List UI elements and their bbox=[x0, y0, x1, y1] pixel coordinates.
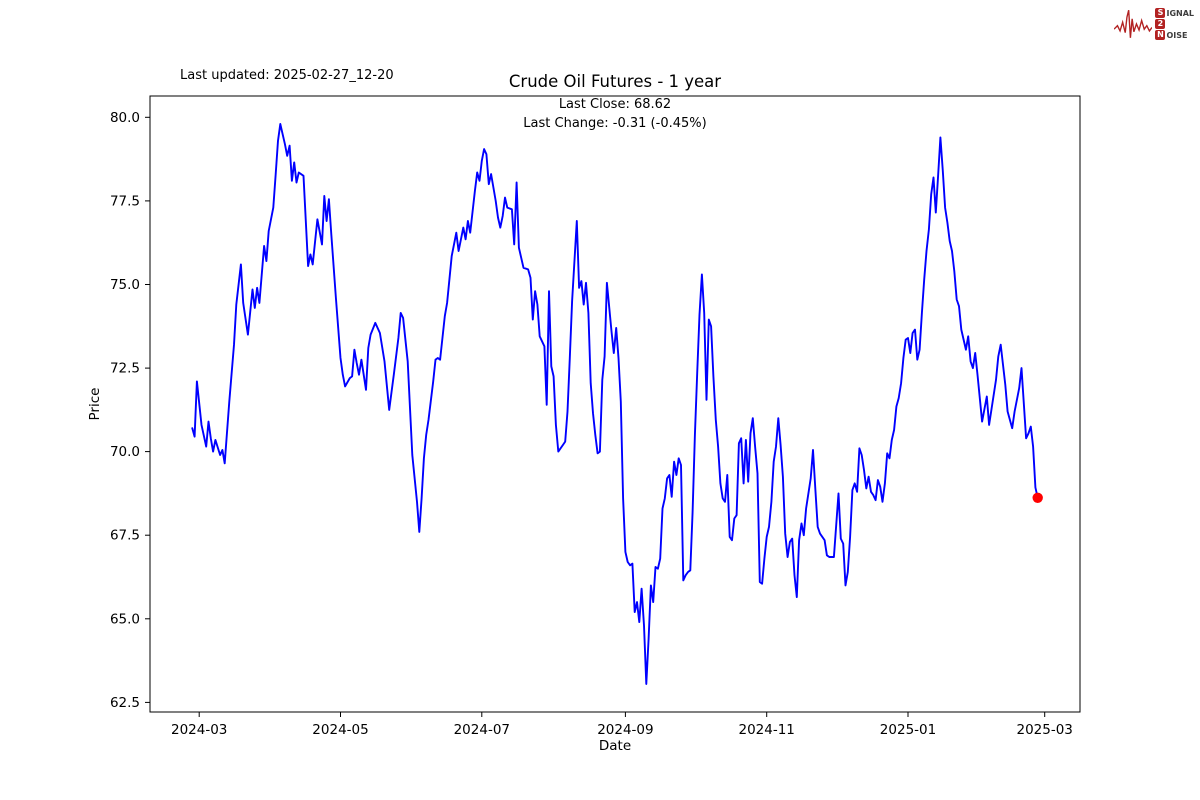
annotation-last-close: Last Close: 68.62 bbox=[558, 97, 672, 112]
logo-word-oise: OISE bbox=[1166, 30, 1188, 40]
y-tick-label: 70.0 bbox=[110, 444, 140, 460]
logo-badge-n: N bbox=[1155, 30, 1166, 40]
y-tick-label: 62.5 bbox=[110, 695, 140, 711]
x-axis-label: Date bbox=[598, 738, 632, 754]
y-tick-label: 80.0 bbox=[110, 110, 140, 126]
logo-word-ignal: IGNAL bbox=[1166, 8, 1194, 18]
logo-badge-2: 2 bbox=[1155, 19, 1166, 29]
y-tick-label: 72.5 bbox=[110, 361, 140, 377]
chart-title: Crude Oil Futures - 1 year bbox=[508, 72, 722, 91]
y-tick-label: 77.5 bbox=[110, 193, 140, 209]
plot-frame bbox=[149, 95, 1081, 713]
signal2noise-logo: S IGNAL 2 N OISE bbox=[1114, 7, 1194, 41]
x-tick-label: 2024-03 bbox=[171, 722, 227, 738]
annotation-last-change: Last Change: -0.31 (-0.45%) bbox=[523, 116, 707, 131]
y-tick-label: 65.0 bbox=[110, 611, 140, 627]
y-tick-label: 67.5 bbox=[110, 528, 140, 544]
logo-text: S IGNAL 2 N OISE bbox=[1155, 8, 1194, 40]
price-line-series bbox=[191, 123, 1039, 685]
logo-badge-s: S bbox=[1155, 8, 1166, 18]
x-tick-label: 2024-11 bbox=[738, 722, 794, 738]
last-updated-label: Last updated: 2025-02-27_12-20 bbox=[180, 68, 394, 83]
waveform-icon bbox=[1114, 10, 1153, 38]
y-axis-label: Price bbox=[87, 387, 103, 421]
x-tick-label: 2025-01 bbox=[880, 722, 936, 738]
x-tick-label: 2024-09 bbox=[597, 722, 653, 738]
x-tick-label: 2024-07 bbox=[454, 722, 510, 738]
x-tick-label: 2024-05 bbox=[312, 722, 368, 738]
y-tick-label: 75.0 bbox=[110, 277, 140, 293]
last-price-dot bbox=[1032, 492, 1043, 503]
chart-annotation: Last Close: 68.62 Last Change: -0.31 (-0… bbox=[150, 95, 1080, 133]
axis-ticks: 2024-03 2024-05 2024-07 2024-09 2024-11 2025-… bbox=[110, 110, 1073, 738]
x-tick-label: 2025-03 bbox=[1016, 722, 1072, 738]
